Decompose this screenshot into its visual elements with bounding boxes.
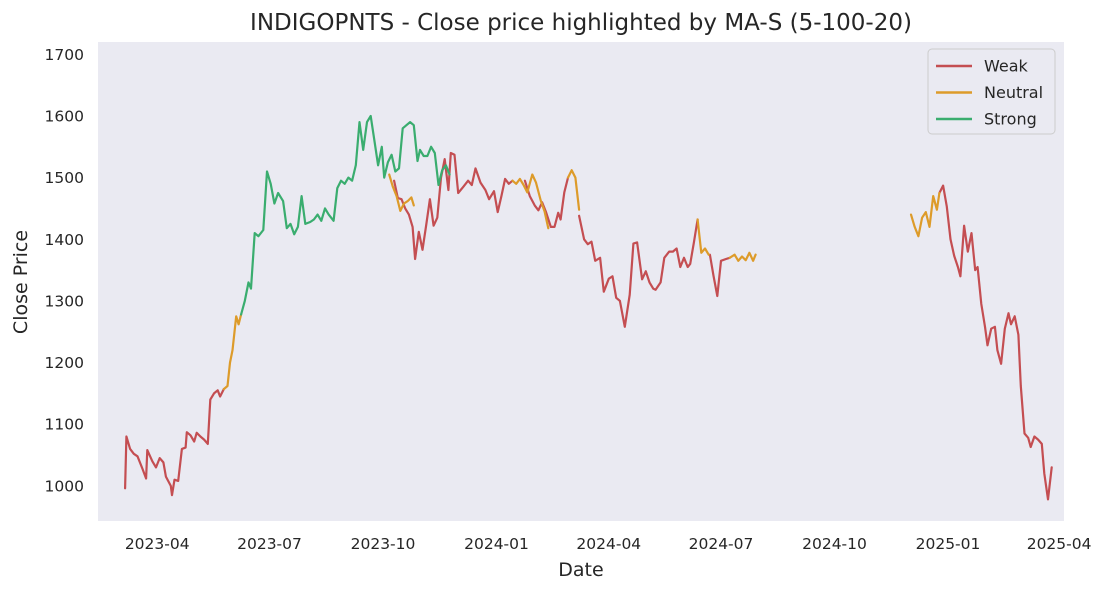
y-tick-label: 1300 (45, 292, 84, 310)
x-tick-label: 2023-10 (351, 535, 416, 553)
x-tick-label: 2023-07 (237, 535, 302, 553)
series-line-weak-segment-5 (708, 253, 731, 298)
legend-label-strong: Strong (984, 110, 1037, 129)
series-line-neutral-segment-2 (388, 173, 415, 212)
y-tick-label: 1000 (45, 477, 84, 495)
y-tick-label: 1600 (45, 108, 84, 126)
series-strong (240, 114, 451, 316)
x-tick-label: 2023-04 (125, 535, 190, 553)
y-axis-ticks: 1000 1100 1200 1300 1400 1500 1600 1700 (45, 46, 84, 496)
series-line-strong-segment-1 (240, 114, 451, 316)
series-line-neutral-segment-1 (222, 313, 243, 391)
series-line-weak-segment-4 (578, 214, 699, 328)
x-axis-ticks: 2023-04 2023-07 2023-10 2024-01 2024-04 2024-… (125, 535, 1092, 553)
x-tick-label: 2025-04 (1027, 535, 1092, 553)
y-tick-label: 1500 (45, 169, 84, 187)
x-axis-label: Date (558, 559, 603, 581)
x-tick-label: 2024-04 (576, 535, 641, 553)
x-tick-label: 2024-07 (689, 535, 754, 553)
plot-background (98, 42, 1064, 521)
y-axis-label: Close Price (10, 230, 32, 334)
x-tick-label: 2025-01 (916, 535, 981, 553)
series-neutral (222, 169, 941, 391)
series-weak (124, 151, 1053, 501)
legend-label-neutral: Neutral (984, 83, 1043, 102)
series-line-neutral-segment-3 (511, 173, 550, 230)
legend-box (927, 48, 1056, 135)
y-tick-label: 1700 (45, 46, 84, 64)
series-layer (124, 114, 1053, 501)
series-line-weak-segment-2 (393, 151, 514, 261)
series-line-weak-segment-3 (523, 176, 570, 228)
y-tick-label: 1400 (45, 231, 84, 249)
series-line-neutral-segment-7 (909, 191, 941, 238)
series-line-neutral-segment-6 (728, 251, 757, 262)
series-line-weak-segment-1 (124, 388, 225, 497)
x-tick-label: 2024-01 (464, 535, 529, 553)
series-line-neutral-segment-5 (696, 218, 710, 256)
y-tick-label: 1200 (45, 354, 84, 372)
series-line-weak-segment-6 (938, 184, 1053, 501)
legend: Weak Neutral Strong (927, 48, 1056, 135)
series-line-neutral-segment-4 (566, 169, 581, 211)
legend-label-weak: Weak (984, 57, 1029, 76)
y-tick-label: 1100 (45, 416, 84, 434)
x-tick-label: 2024-10 (802, 535, 867, 553)
chart-title: INDIGOPNTS - Close price highlighted by … (250, 10, 912, 36)
